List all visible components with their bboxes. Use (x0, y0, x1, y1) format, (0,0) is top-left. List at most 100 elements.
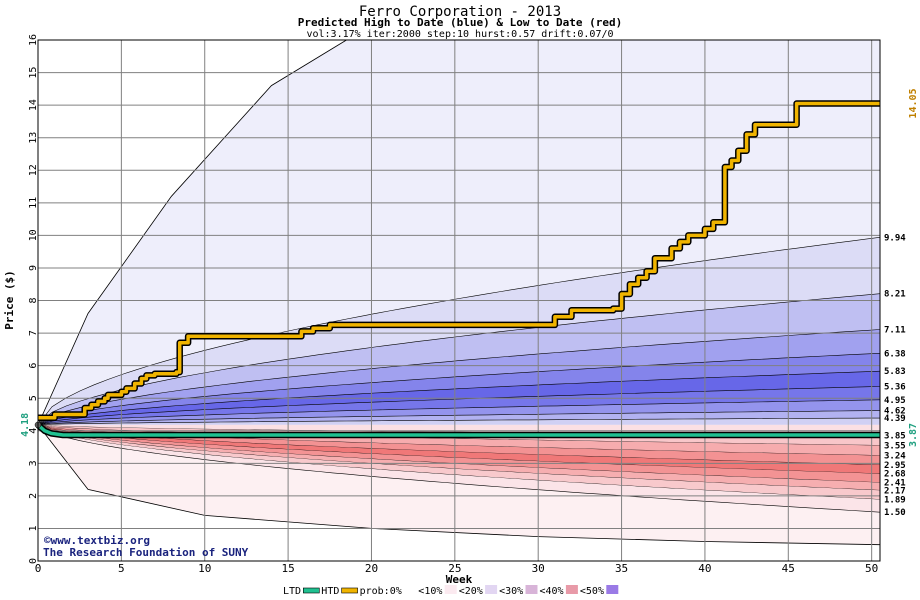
legend-swatch (404, 585, 417, 594)
x-tick-label: 30 (532, 562, 545, 575)
y-axis-label: Price ($) (3, 270, 16, 330)
band-end-label: 4.95 (884, 396, 906, 406)
y-tick-label: 3 (28, 460, 39, 466)
envelope-high-line (37, 39, 347, 426)
x-tick-label: 25 (448, 562, 461, 575)
legend-swatch (525, 585, 538, 594)
series-end-label: 3.87 (908, 423, 919, 447)
band-high-line-5.83 (37, 370, 881, 426)
band-end-label: 5.36 (884, 382, 906, 392)
band-end-label: 5.83 (884, 367, 906, 377)
credit-org: The Research Foundation of SUNY (43, 546, 249, 559)
series-lines (34, 100, 880, 439)
chart-subtitle: Predicted High to Date (blue) & Low to D… (298, 16, 623, 29)
plot-frame (37, 39, 881, 562)
credit-url: ©www.textbiz.org (44, 534, 150, 547)
band-end-label: 3.24 (884, 451, 906, 461)
legend-label: <40% (540, 586, 564, 597)
series-end-label: 14.05 (908, 88, 919, 118)
x-tick-label: 15 (281, 562, 294, 575)
band-end-labels: 9.94 8.21 7.11 6.38 5.83 5.36 4.954.624.39 3.85… (884, 88, 919, 518)
band-high-8.21 (38, 293, 880, 425)
y-tick-label: 13 (28, 132, 39, 144)
band-end-label: 2.95 (884, 461, 906, 471)
band-high-4.39 (38, 418, 880, 425)
band-low-1.89 (38, 424, 880, 500)
band-end-label: 3.55 (884, 441, 906, 451)
band-high-9.94 (38, 237, 880, 425)
band-low-outer (38, 424, 880, 545)
legend-swatch (444, 585, 457, 594)
y-tick-label: 0 (28, 558, 39, 564)
band-low-1.50 (38, 424, 880, 513)
x-tick-label: 0 (35, 562, 42, 575)
series-htd (38, 101, 880, 420)
band-high-4.62 (38, 410, 880, 425)
y-tick-label: 12 (28, 164, 39, 176)
x-tick-label: 50 (865, 562, 878, 575)
band-low-2.17 (38, 424, 880, 491)
x-tick-label: 20 (365, 562, 378, 575)
x-tick-label: 35 (615, 562, 628, 575)
band-end-label: 9.94 (884, 233, 906, 243)
band-low-2.41 (38, 424, 880, 483)
x-tick-label: 45 (782, 562, 795, 575)
band-end-label: 7.11 (884, 325, 906, 335)
band-high-line-8.21 (37, 293, 881, 426)
y-tick-label: 2 (28, 493, 39, 499)
probability-bands (37, 39, 881, 546)
band-low-3.24 (38, 424, 880, 456)
band-low-line-1.50 (37, 424, 881, 513)
legend-label: <10% (418, 586, 442, 597)
legend-label: prob:0% (360, 586, 402, 597)
legend-label: LTD (283, 586, 301, 597)
band-high-6.38 (38, 353, 880, 425)
band-high-5.36 (38, 386, 880, 425)
y-tick-label: 9 (28, 265, 39, 271)
legend-label: <20% (459, 586, 483, 597)
x-tick-label: 40 (698, 562, 711, 575)
legend-swatch (341, 587, 358, 594)
y-tick-label: 15 (28, 67, 39, 79)
chart-params: vol:3.17% iter:2000 step:10 hurst:0.57 d… (306, 29, 613, 40)
y-tick-label: 5 (28, 395, 39, 401)
x-axis-label: Week (446, 573, 473, 586)
band-high-line-6.38 (37, 353, 881, 426)
band-high-line-4.95 (37, 399, 881, 426)
y-tick-label: 14 (28, 99, 39, 111)
axes: 0 5 10 15 20 25 30 35 40 45 5001234567891011121314… (20, 34, 878, 575)
legend-swatch (302, 587, 320, 594)
y-tick-label: 1 (28, 525, 39, 531)
legend: LTD HTD prob:0% <10% <20% <30% <40% <50% (283, 585, 619, 597)
y-tick-label: 7 (28, 330, 39, 336)
legend-label: HTD (321, 586, 339, 597)
y-tick-label: 6 (28, 363, 39, 369)
x-tick-label: 10 (198, 562, 211, 575)
band-end-label: 2.68 (884, 470, 906, 480)
y-tick-label: 8 (28, 297, 39, 303)
legend-swatch (606, 585, 619, 594)
chart-title: Ferro Corporation - 2013 (359, 4, 561, 20)
band-end-label: 4.62 (884, 407, 906, 417)
band-end-label: 2.17 (884, 486, 906, 496)
series-ltd (36, 423, 880, 437)
y-tick-label: 11 (28, 197, 39, 209)
band-end-label: 1.89 (884, 495, 906, 505)
band-end-label: 3.85 (884, 432, 906, 442)
band-end-label: 1.50 (884, 508, 906, 518)
y-tick-label: 4 (28, 428, 39, 434)
start-price-label: 4.18 (20, 413, 31, 437)
legend-label: <50% (580, 586, 604, 597)
band-high-line-4.62 (37, 410, 881, 426)
band-end-label: 4.39 (884, 414, 906, 424)
band-end-label: 8.21 (884, 290, 906, 300)
legend-label: <30% (499, 586, 523, 597)
legend-swatch (565, 585, 578, 594)
band-high-line-4.39 (37, 417, 880, 426)
band-end-label: 6.38 (884, 349, 906, 359)
band-high-line-7.11 (37, 329, 881, 426)
y-tick-label: 10 (28, 229, 39, 241)
x-tick-label: 5 (118, 562, 125, 575)
band-low-2.95 (38, 424, 880, 465)
